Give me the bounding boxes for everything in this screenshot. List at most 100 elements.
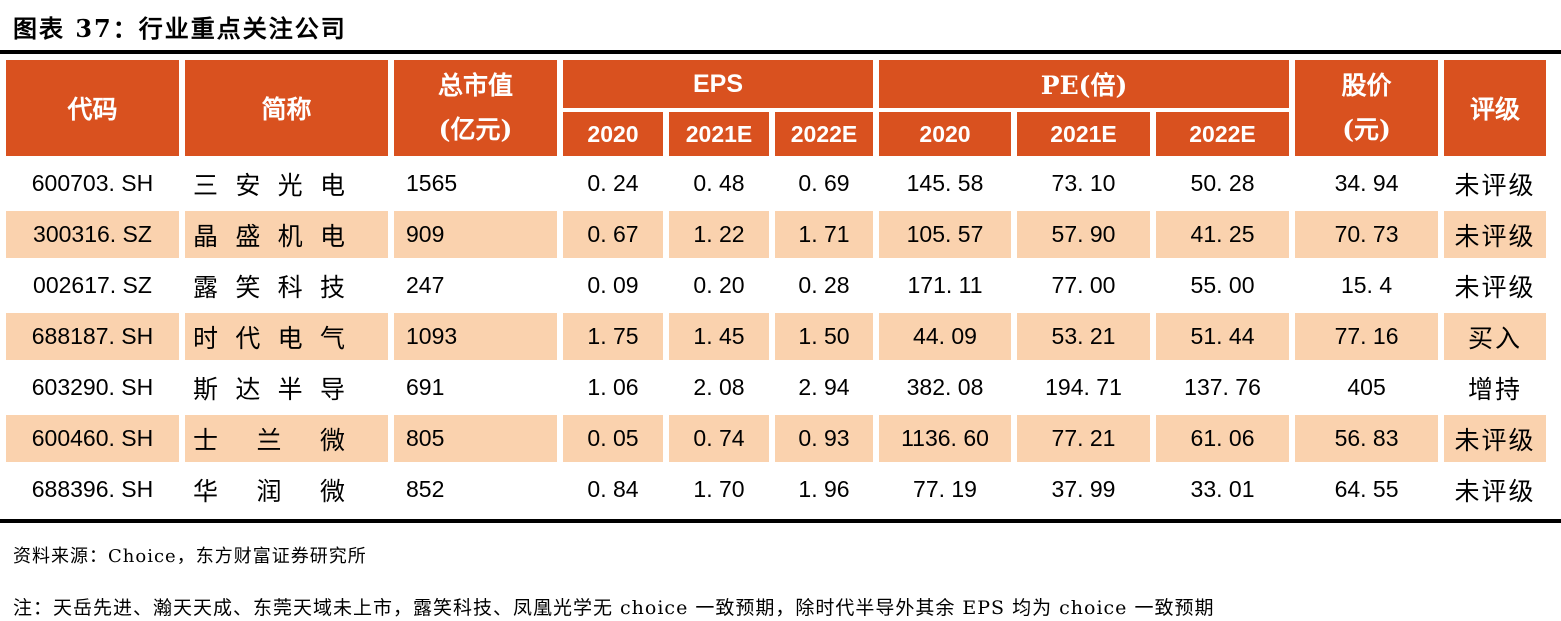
- cell-rating: 未评级: [1444, 466, 1547, 513]
- cell-pe-2020: 105. 57: [879, 211, 1012, 258]
- table-row: 600460. SH 士兰微 805 0. 05 0. 74 0. 93 113…: [6, 415, 1547, 462]
- cell-code: 688396. SH: [6, 466, 179, 513]
- table-row: 688187. SH 时代电气 1093 1. 75 1. 45 1. 50 4…: [6, 313, 1547, 360]
- cell-name: 三安光电: [185, 160, 388, 207]
- table-row: 300316. SZ 晶盛机电 909 0. 67 1. 22 1. 71 10…: [6, 211, 1547, 258]
- cell-market-cap: 1565: [394, 160, 557, 207]
- cell-eps-2022e: 1. 50: [775, 313, 874, 360]
- company-name: 士兰微: [193, 425, 345, 455]
- cell-pe-2022e: 41. 25: [1156, 211, 1290, 258]
- cell-pe-2021e: 77. 21: [1017, 415, 1151, 462]
- cell-code: 600703. SH: [6, 160, 179, 207]
- cell-eps-2021e: 2. 08: [669, 364, 769, 411]
- table-row: 600703. SH 三安光电 1565 0. 24 0. 48 0. 69 1…: [6, 160, 1547, 207]
- col-header-price: 股价 (元): [1295, 60, 1439, 156]
- cell-eps-2022e: 0. 69: [775, 160, 874, 207]
- cell-name: 士兰微: [185, 415, 388, 462]
- table-row: 603290. SH 斯达半导 691 1. 06 2. 08 2. 94 38…: [6, 364, 1547, 411]
- cell-eps-2020: 0. 24: [563, 160, 663, 207]
- cell-eps-2020: 0. 05: [563, 415, 663, 462]
- cell-pe-2020: 1136. 60: [879, 415, 1012, 462]
- col-header-eps-2022e: 2022E: [775, 112, 874, 156]
- col-header-pe-2022e: 2022E: [1156, 112, 1290, 156]
- title-divider: [0, 50, 1561, 54]
- price-label-line2: (元): [1342, 115, 1391, 144]
- cell-pe-2022e: 61. 06: [1156, 415, 1290, 462]
- cell-eps-2020: 1. 75: [563, 313, 663, 360]
- cell-eps-2021e: 1. 22: [669, 211, 769, 258]
- col-header-eps-2021e: 2021E: [669, 112, 769, 156]
- cell-code: 688187. SH: [6, 313, 179, 360]
- cell-pe-2020: 145. 58: [879, 160, 1012, 207]
- cell-code: 600460. SH: [6, 415, 179, 462]
- cell-eps-2020: 0. 09: [563, 262, 663, 309]
- cell-code: 300316. SZ: [6, 211, 179, 258]
- cell-pe-2022e: 51. 44: [1156, 313, 1290, 360]
- cell-pe-2022e: 55. 00: [1156, 262, 1290, 309]
- col-group-pe: PE(倍): [879, 60, 1290, 108]
- cell-name: 露笑科技: [185, 262, 388, 309]
- cell-pe-2022e: 33. 01: [1156, 466, 1290, 513]
- cell-price: 34. 94: [1295, 160, 1439, 207]
- cell-price: 64. 55: [1295, 466, 1439, 513]
- cell-pe-2021e: 194. 71: [1017, 364, 1151, 411]
- col-header-market-cap: 总市值 (亿元): [394, 60, 557, 156]
- cell-price: 405: [1295, 364, 1439, 411]
- cell-eps-2021e: 0. 20: [669, 262, 769, 309]
- cell-name: 晶盛机电: [185, 211, 388, 258]
- company-name: 三安光电: [193, 170, 345, 200]
- cell-eps-2022e: 0. 93: [775, 415, 874, 462]
- cell-pe-2021e: 73. 10: [1017, 160, 1151, 207]
- cell-eps-2021e: 1. 70: [669, 466, 769, 513]
- company-name: 时代电气: [193, 323, 345, 353]
- cell-rating: 未评级: [1444, 211, 1547, 258]
- cell-pe-2021e: 37. 99: [1017, 466, 1151, 513]
- cell-eps-2020: 0. 67: [563, 211, 663, 258]
- cell-name: 华润微: [185, 466, 388, 513]
- col-header-pe-2020: 2020: [879, 112, 1012, 156]
- cell-eps-2022e: 1. 96: [775, 466, 874, 513]
- cell-eps-2020: 1. 06: [563, 364, 663, 411]
- cell-market-cap: 909: [394, 211, 557, 258]
- market-cap-label-line1: 总市值: [437, 71, 513, 100]
- footnote: 注：天岳先进、瀚天天成、东莞天域未上市，露笑科技、凤凰光学无 choice 一致…: [13, 597, 1215, 619]
- company-name: 晶盛机电: [193, 221, 345, 251]
- cell-price: 70. 73: [1295, 211, 1439, 258]
- table-row: 688396. SH 华润微 852 0. 84 1. 70 1. 96 77.…: [6, 466, 1547, 513]
- cell-pe-2022e: 50. 28: [1156, 160, 1290, 207]
- table-bottom-divider: [0, 519, 1561, 523]
- cell-pe-2021e: 53. 21: [1017, 313, 1151, 360]
- cell-price: 15. 4: [1295, 262, 1439, 309]
- company-name: 华润微: [193, 476, 345, 506]
- cell-market-cap: 805: [394, 415, 557, 462]
- cell-eps-2022e: 0. 28: [775, 262, 874, 309]
- cell-market-cap: 852: [394, 466, 557, 513]
- cell-pe-2020: 77. 19: [879, 466, 1012, 513]
- cell-pe-2021e: 77. 00: [1017, 262, 1151, 309]
- cell-pe-2021e: 57. 90: [1017, 211, 1151, 258]
- cell-pe-2022e: 137. 76: [1156, 364, 1290, 411]
- col-group-eps: EPS: [563, 60, 874, 108]
- company-name: 露笑科技: [193, 272, 345, 302]
- cell-market-cap: 691: [394, 364, 557, 411]
- cell-code: 002617. SZ: [6, 262, 179, 309]
- cell-pe-2020: 382. 08: [879, 364, 1012, 411]
- col-header-name: 简称: [185, 60, 388, 156]
- report-figure: 图表 37：行业重点关注公司 代码 简称 总市值 (亿元) EPS PE(倍): [0, 9, 1561, 621]
- cell-pe-2020: 171. 11: [879, 262, 1012, 309]
- cell-eps-2021e: 0. 48: [669, 160, 769, 207]
- company-table: 代码 简称 总市值 (亿元) EPS PE(倍) 股价 (元) 评级: [0, 56, 1552, 517]
- cell-eps-2022e: 2. 94: [775, 364, 874, 411]
- cell-rating: 增持: [1444, 364, 1547, 411]
- table-row: 002617. SZ 露笑科技 247 0. 09 0. 20 0. 28 17…: [6, 262, 1547, 309]
- cell-code: 603290. SH: [6, 364, 179, 411]
- col-header-code: 代码: [6, 60, 179, 156]
- cell-eps-2021e: 1. 45: [669, 313, 769, 360]
- company-name: 斯达半导: [193, 374, 345, 404]
- market-cap-label-line2: (亿元): [438, 115, 513, 144]
- col-header-pe-2021e: 2021E: [1017, 112, 1151, 156]
- cell-pe-2020: 44. 09: [879, 313, 1012, 360]
- cell-name: 时代电气: [185, 313, 388, 360]
- header-year-row: 2020 2021E 2022E 2020 2021E 2022E: [6, 112, 1546, 156]
- cell-eps-2022e: 1. 71: [775, 211, 874, 258]
